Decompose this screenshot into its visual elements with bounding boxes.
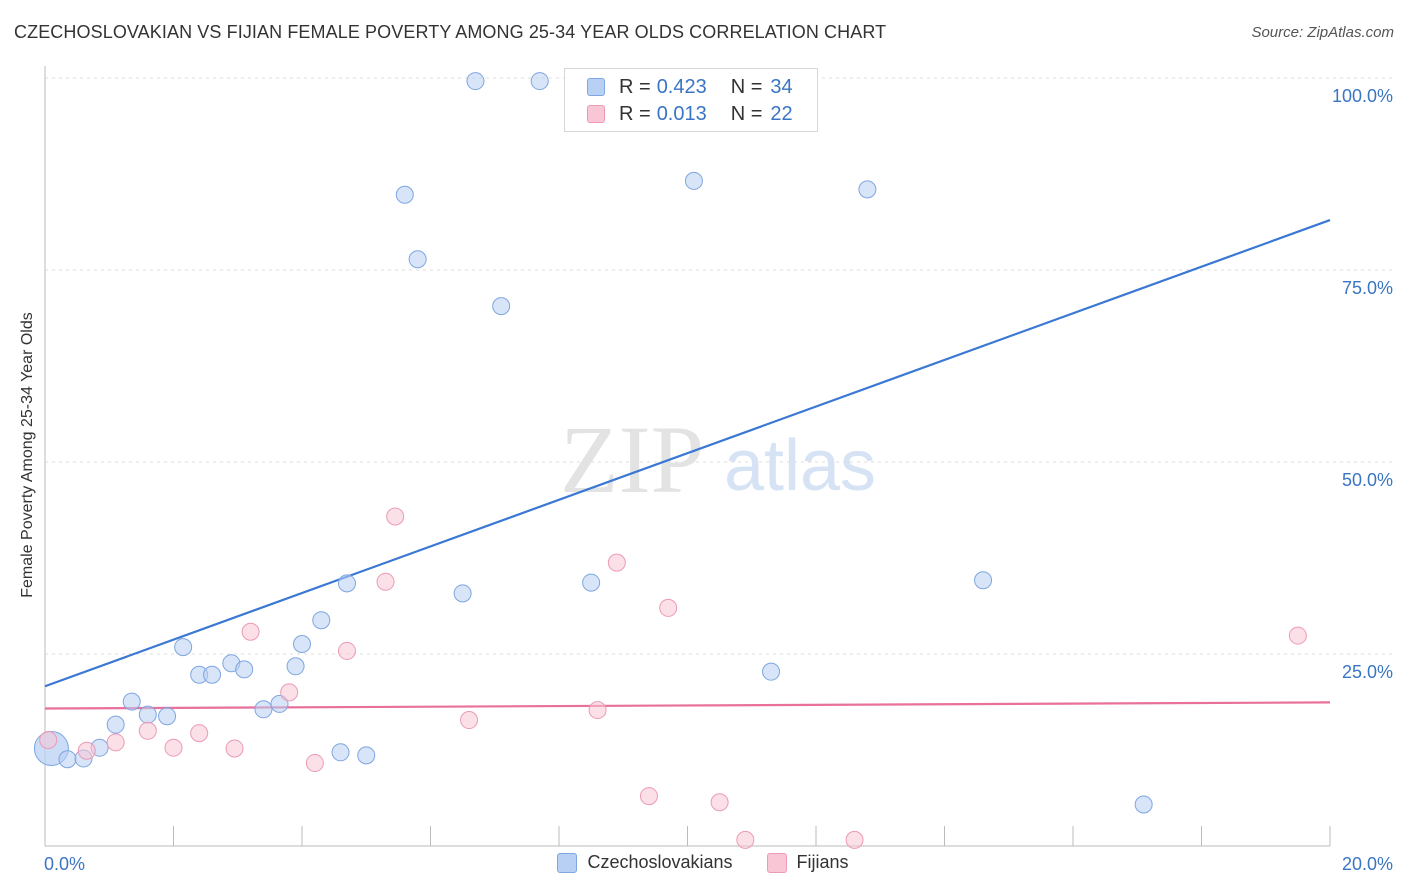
gridlines [45,77,1392,655]
source-label: Source: ZipAtlas.com [1251,24,1394,41]
y-tick-label: 75.0% [1342,278,1393,298]
point-fijian [138,721,157,740]
trend-line-fijians [44,701,1331,710]
point-fijian [77,741,96,760]
point-fijian [736,830,755,849]
point-fijian [225,739,244,758]
point-fijian [337,641,356,660]
watermark-zip: ZIP [560,406,704,513]
point-czechoslovakian [174,638,193,657]
x-tick-label: 20.0% [1342,854,1393,874]
point-czechoslovakian [286,657,305,676]
data-points [33,72,1307,849]
point-czechoslovakian [684,171,703,190]
legend-swatch-pink [766,852,787,873]
point-fijian [164,738,183,757]
legend-item-czechoslovakians[interactable]: Czechoslovakians [557,852,733,873]
point-czechoslovakian [337,574,356,593]
point-czechoslovakian [106,715,125,734]
point-czechoslovakian [466,72,485,91]
watermark: ZIP atlas [560,406,876,513]
watermark-atlas: atlas [724,426,876,506]
legend-row-czechoslovakians: R = 0.423 N = 34 [587,75,793,99]
point-czechoslovakian [293,635,311,654]
point-fijian [460,711,479,730]
correlation-legend: R = 0.423 N = 34 R = 0.013 N = 22 [564,68,818,132]
point-fijian [639,787,658,806]
point-fijian [39,731,58,750]
legend-label-czechoslovakians: Czechoslovakians [587,852,733,872]
point-fijian [710,793,729,812]
legend-swatch-pink [587,105,605,123]
point-czechoslovakian [762,662,781,681]
legend-r-label: R = [619,75,651,98]
point-czechoslovakian [138,705,157,724]
point-fijian [241,622,260,641]
y-tick-label: 25.0% [1342,662,1393,682]
x-tick-labels: 0.0% 20.0% [44,854,1393,874]
point-fijian [659,598,678,617]
point-czechoslovakian [270,694,289,713]
point-czechoslovakian [331,743,350,762]
point-czechoslovakian [1134,795,1153,814]
legend-label-fijians: Fijians [796,852,849,872]
point-fijian [845,830,864,849]
point-czechoslovakian [312,611,331,630]
point-czechoslovakian [357,746,376,765]
point-fijian [607,553,626,572]
chart-title: CZECHOSLOVAKIAN VS FIJIAN FEMALE POVERTY… [14,22,887,42]
point-czechoslovakian [254,700,273,719]
point-czechoslovakian [395,185,414,204]
trend-line-czechoslovakians [44,219,1331,688]
legend-swatch-blue [557,852,578,873]
point-czechoslovakian [530,72,549,91]
y-tick-label: 100.0% [1332,86,1393,106]
point-fijian [305,754,324,773]
legend-swatch-blue [587,78,605,96]
point-czechoslovakian [582,573,601,592]
point-czechoslovakian [122,692,141,711]
legend-n-label: N = [730,75,763,98]
point-fijian [190,724,209,743]
point-fijian [280,683,299,702]
x-tick-label: 0.0% [44,854,85,874]
legend-n-value: 22 [770,102,793,125]
legend-n-label: N = [730,102,763,125]
point-fijian [106,733,125,752]
point-czechoslovakian [203,665,222,684]
point-czechoslovakian [453,584,472,603]
legend-r-label: R = [619,102,651,125]
legend-r-value: 0.013 [656,102,707,125]
point-czechoslovakian [58,750,77,769]
legend-row-fijians: R = 0.013 N = 22 [587,102,793,126]
point-czechoslovakian [492,297,511,316]
point-fijian [376,572,395,591]
point-czechoslovakian [235,660,254,679]
y-tick-label: 50.0% [1342,470,1393,490]
series-legend: Czechoslovakians Fijians [0,852,1406,873]
point-czechoslovakian [974,571,993,590]
point-fijian [588,701,607,720]
point-czechoslovakian [858,180,877,199]
point-czechoslovakian [158,707,177,726]
legend-r-value: 0.423 [656,75,707,98]
y-tick-labels: 25.0% 50.0% 75.0% 100.0% [1332,86,1393,682]
legend-item-fijians[interactable]: Fijians [766,852,849,873]
point-czechoslovakian [408,250,427,269]
point-fijian [1288,626,1307,645]
point-fijian [386,507,405,526]
legend-n-value: 34 [770,75,793,98]
axes [44,66,1331,847]
